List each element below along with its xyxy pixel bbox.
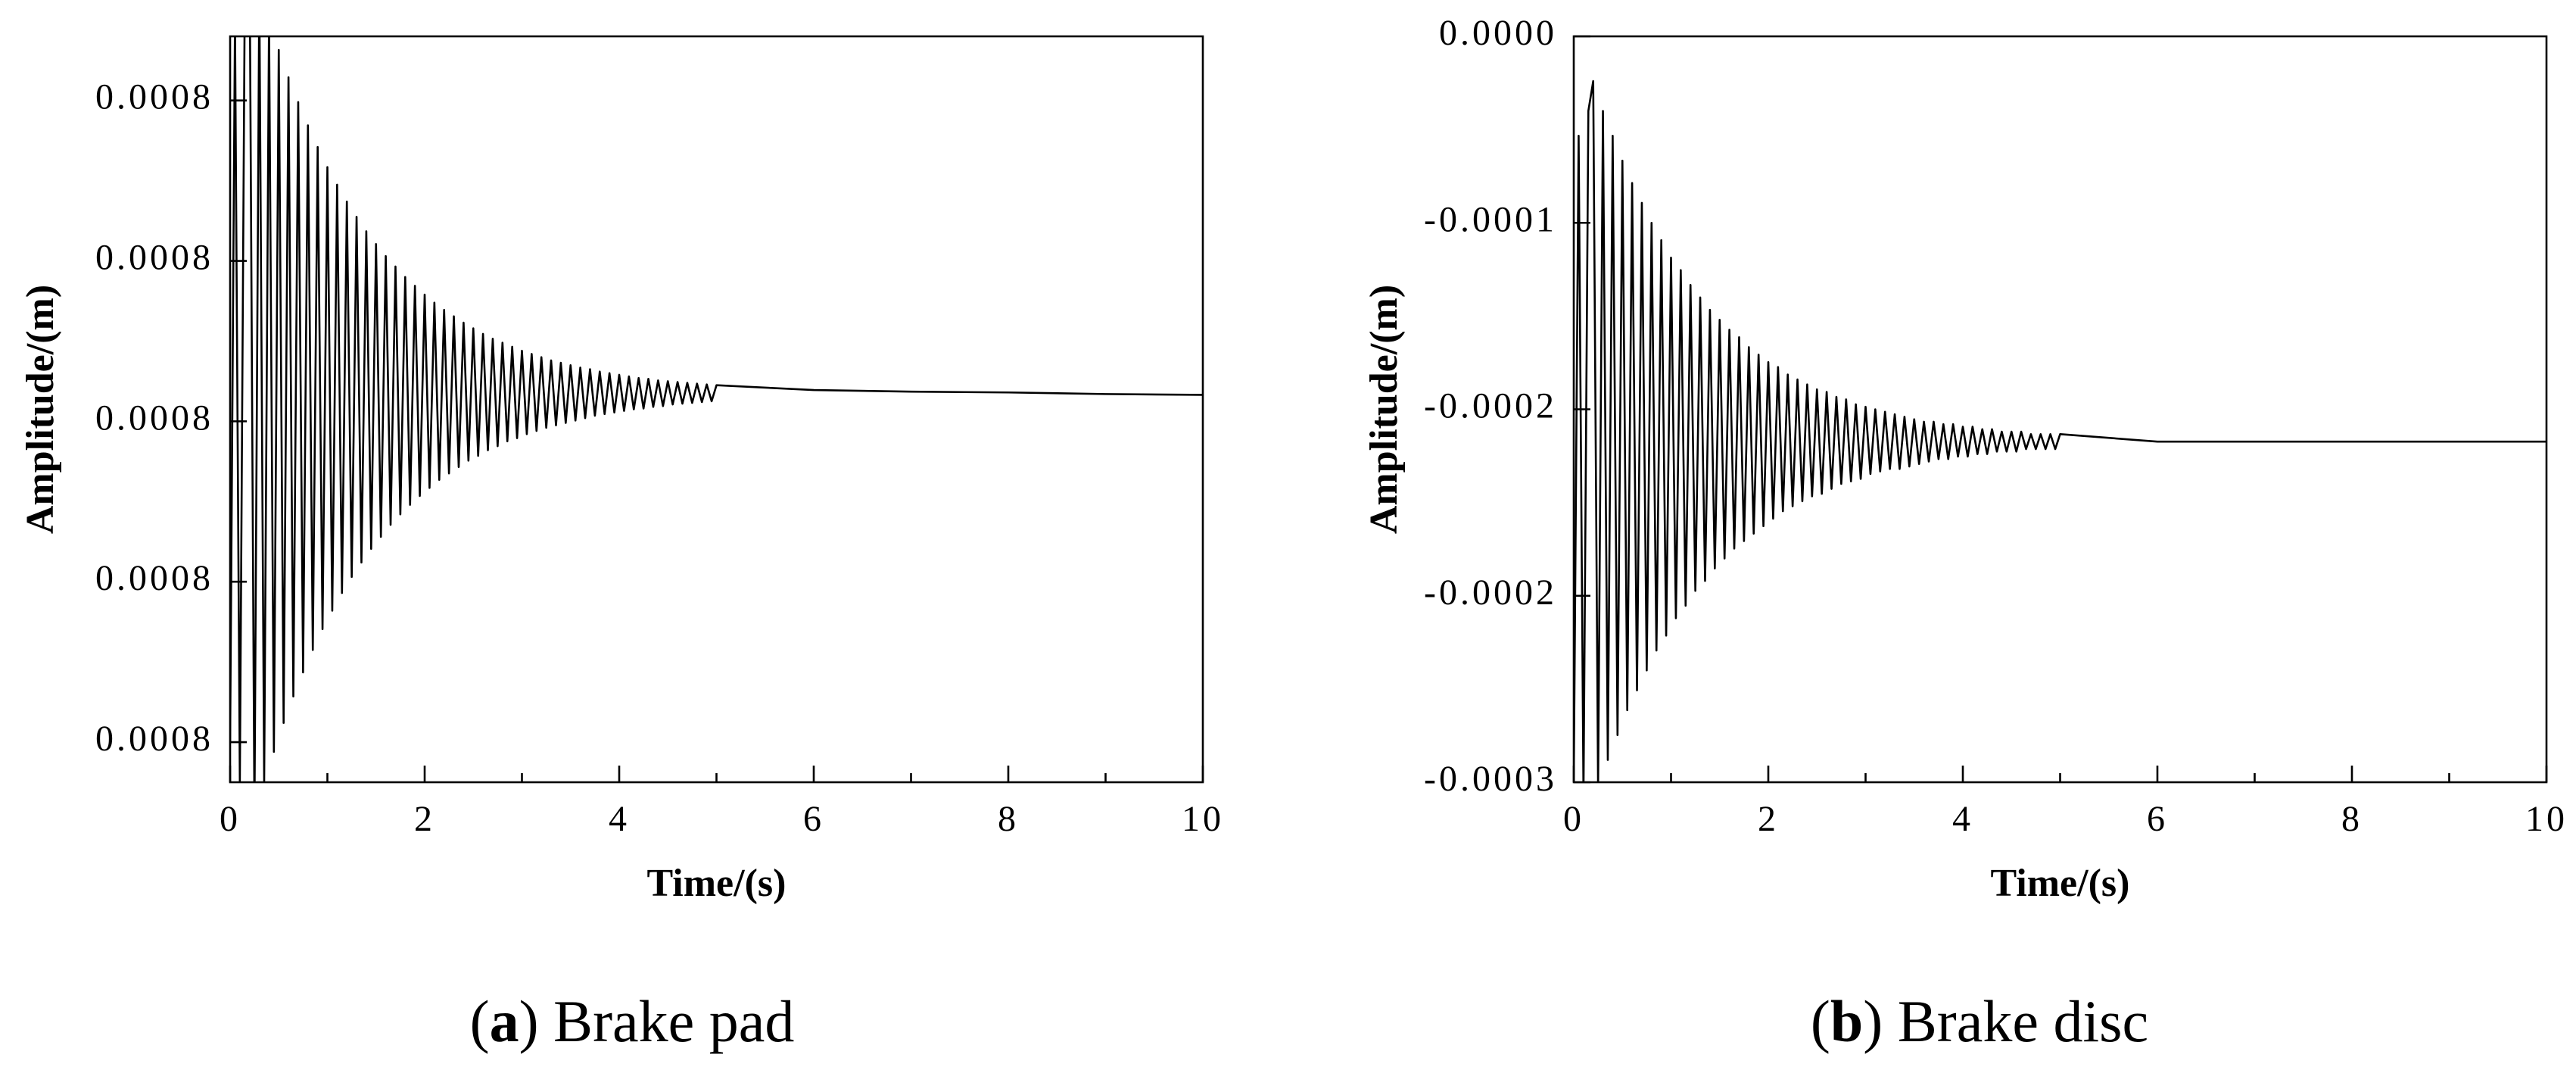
y-tick-label: -0.0002 — [1424, 386, 1557, 426]
caption-part: a — [490, 988, 519, 1054]
x-tick-label: 2 — [1758, 799, 1779, 839]
y-axis-title: Amplitude/(m) — [19, 285, 62, 534]
y-tick-label: -0.0002 — [1424, 572, 1557, 613]
x-tick-label: 8 — [998, 799, 1019, 839]
x-tick-label: 8 — [2341, 799, 2363, 839]
x-tick-label: 4 — [1952, 799, 1973, 839]
y-tick-label: 0.0000 — [1439, 13, 1557, 53]
x-tick-label: 0 — [1563, 799, 1584, 839]
y-tick-label: -0.0001 — [1424, 199, 1557, 239]
plot-frame — [1572, 35, 2548, 784]
caption-part: ( — [1811, 988, 1830, 1054]
data-line — [230, 36, 1203, 782]
x-tick-label: 6 — [803, 799, 824, 839]
x-tick-label: 4 — [609, 799, 630, 839]
y-axis-title: Amplitude/(m) — [1363, 285, 1406, 534]
y-tick-label: 0.0008 — [95, 558, 213, 598]
x-axis-title: Time/(s) — [1991, 862, 2130, 905]
x-axis-title: Time/(s) — [647, 862, 787, 905]
caption-part: b — [1830, 988, 1863, 1054]
caption: (b) Brake disc — [1811, 988, 2148, 1054]
x-tick-label: 2 — [414, 799, 435, 839]
x-tick-label: 10 — [2525, 799, 2568, 839]
y-tick-label: 0.0008 — [95, 77, 213, 117]
y-tick-label: 0.0008 — [95, 719, 213, 759]
caption: (a) Brake pad — [470, 988, 795, 1054]
y-tick-label: 0.0008 — [95, 238, 213, 278]
caption-part: ) Brake pad — [519, 988, 795, 1054]
plot-frame — [229, 35, 1204, 784]
data-line — [1574, 80, 2546, 782]
y-tick-label: 0.0008 — [95, 398, 213, 438]
y-tick-label: -0.0003 — [1424, 759, 1557, 799]
caption-part: ) Brake disc — [1863, 988, 2148, 1054]
x-tick-label: 6 — [2147, 799, 2168, 839]
x-tick-label: 0 — [220, 799, 241, 839]
caption-part: ( — [470, 988, 490, 1054]
x-tick-label: 10 — [1182, 799, 1224, 839]
